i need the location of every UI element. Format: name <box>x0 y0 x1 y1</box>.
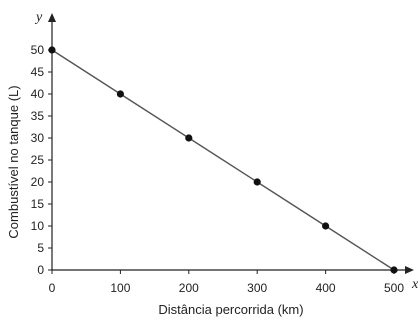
y-tick-label: 35 <box>31 109 45 123</box>
y-tick-label: 15 <box>31 197 45 211</box>
axes: x y <box>34 10 419 292</box>
x-axis-arrow-icon <box>405 266 414 274</box>
y-axis-arrow-icon <box>48 13 56 22</box>
x-tick-label: 100 <box>110 281 130 295</box>
y-tick-label: 50 <box>31 43 45 57</box>
data-point <box>185 134 193 142</box>
data-point <box>253 178 261 186</box>
y-tick-label: 45 <box>31 65 45 79</box>
y-tick-label: 30 <box>31 131 45 145</box>
x-tick-label: 200 <box>179 281 199 295</box>
y-tick-label: 40 <box>31 87 45 101</box>
y-tick-label: 10 <box>31 219 45 233</box>
y-axis-title: Combustível no tanque (L) <box>6 85 21 238</box>
x-axis-title: Distância percorrida (km) <box>158 302 303 317</box>
x-ticks: 0 100 200 300 400 500 <box>49 270 404 295</box>
x-tick-label: 400 <box>316 281 336 295</box>
y-ticks: 0 5 10 15 20 25 30 35 40 45 50 <box>31 43 52 277</box>
y-tick-label: 25 <box>31 153 45 167</box>
data-point <box>390 266 398 274</box>
x-axis-letter: x <box>411 277 419 292</box>
y-tick-label: 20 <box>31 175 45 189</box>
y-tick-label: 5 <box>37 241 44 255</box>
y-tick-label: 0 <box>37 263 44 277</box>
x-tick-label: 0 <box>49 281 56 295</box>
x-tick-label: 500 <box>384 281 404 295</box>
data-point <box>322 222 330 230</box>
series-line <box>51 49 395 271</box>
series-layer <box>48 46 398 274</box>
data-point <box>116 90 124 98</box>
y-axis-letter: y <box>34 10 43 25</box>
data-point <box>48 46 56 54</box>
x-tick-label: 300 <box>247 281 267 295</box>
